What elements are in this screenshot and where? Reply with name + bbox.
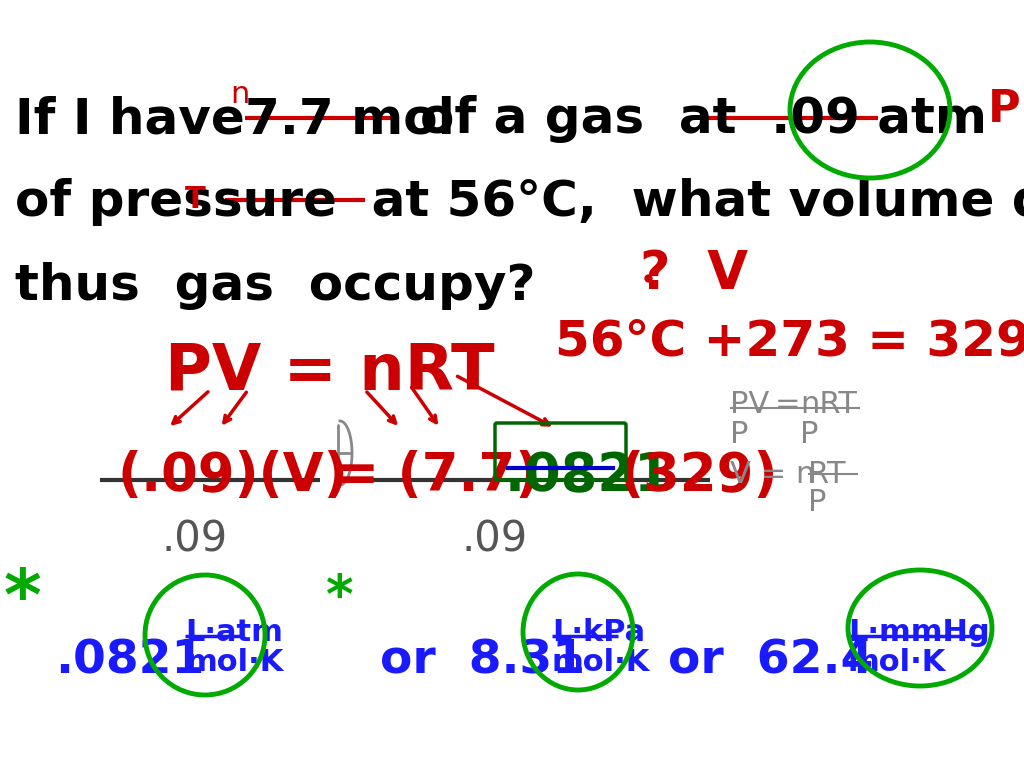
Text: .0821: .0821 (505, 450, 672, 502)
Text: ?  V: ? V (640, 248, 749, 300)
Text: .09: .09 (162, 518, 228, 560)
Text: (.09)(V): (.09)(V) (118, 450, 349, 502)
Text: mol·K: mol·K (848, 648, 946, 677)
Text: .09: .09 (462, 518, 528, 560)
Text: P: P (988, 88, 1021, 131)
Text: *: * (3, 565, 41, 634)
Text: 56°C +273 = 329K: 56°C +273 = 329K (555, 318, 1024, 366)
Text: of pressure  at 56°C,  what volume does: of pressure at 56°C, what volume does (15, 178, 1024, 226)
Text: P: P (730, 420, 749, 449)
Text: T: T (185, 185, 206, 214)
Text: or  62.4: or 62.4 (668, 638, 873, 683)
Text: nRT: nRT (800, 390, 857, 419)
Text: V = n: V = n (730, 460, 815, 489)
Text: thus  gas  occupy?: thus gas occupy? (15, 262, 536, 310)
Text: 7.7 mol: 7.7 mol (245, 95, 455, 143)
Text: =: = (775, 390, 801, 419)
Text: *: * (327, 572, 354, 624)
Text: If I have: If I have (15, 95, 245, 143)
Text: n: n (230, 80, 250, 109)
Text: of a gas  at  .09 atm: of a gas at .09 atm (420, 95, 987, 143)
Text: or  8.31: or 8.31 (380, 638, 585, 683)
Text: RT: RT (808, 460, 846, 489)
Text: mol·K: mol·K (552, 648, 650, 677)
Text: .0821: .0821 (55, 638, 205, 683)
Text: P: P (808, 488, 826, 517)
Text: mol·K: mol·K (185, 648, 284, 677)
Text: L·mmHg: L·mmHg (848, 618, 989, 647)
Text: P: P (800, 420, 818, 449)
Text: L·atm: L·atm (185, 618, 283, 647)
Text: = (7.7): = (7.7) (335, 450, 540, 502)
Text: PV = nRT: PV = nRT (165, 340, 495, 402)
Text: L·kPa: L·kPa (552, 618, 645, 647)
Text: PV: PV (730, 390, 769, 419)
Text: (329): (329) (620, 450, 778, 502)
